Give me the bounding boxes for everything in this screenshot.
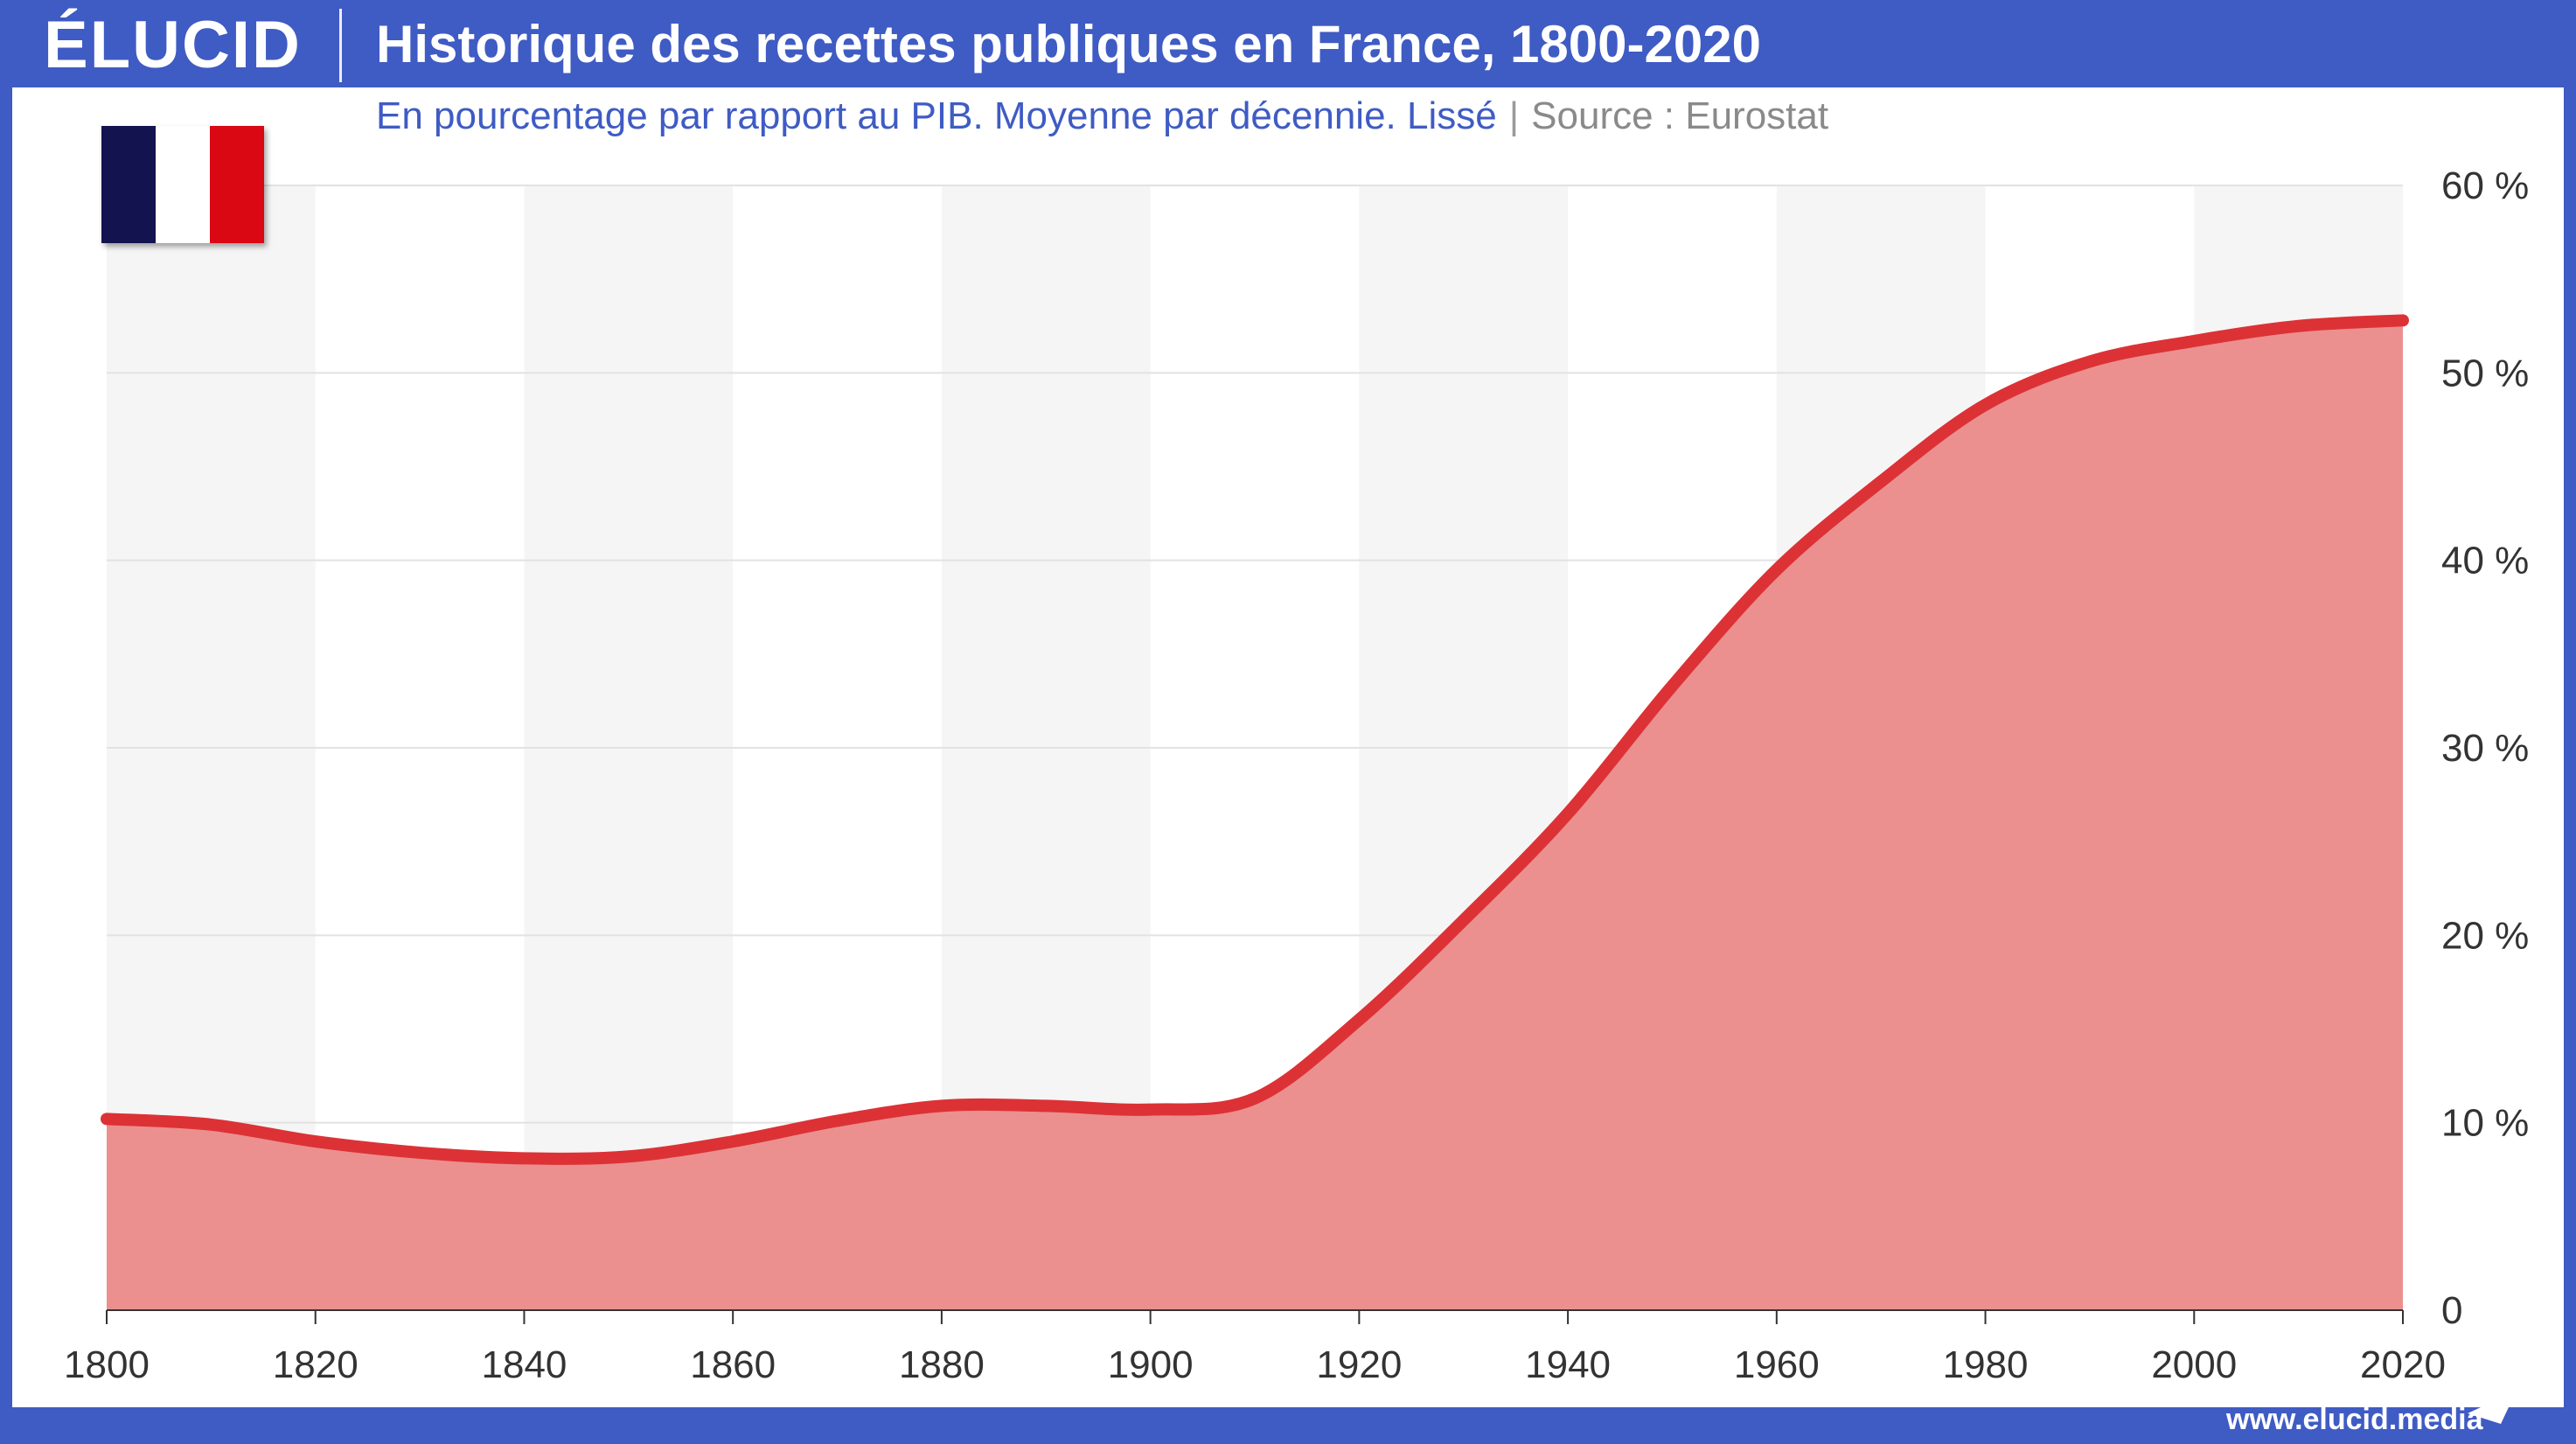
x-tick-label: 1900 [1108,1343,1194,1386]
header-divider [339,9,342,82]
subtitle-text: En pourcentage par rapport au PIB. Moyen… [376,94,1497,137]
x-tick-label: 1920 [1316,1343,1402,1386]
elucid-arrow-icon [2468,1391,2517,1424]
y-tick-label: 10 % [2441,1102,2529,1145]
x-tick-label: 2020 [2360,1343,2446,1386]
flag-stripe-white [156,126,210,243]
x-tick-label: 1800 [64,1343,150,1386]
x-tick-label: 1860 [690,1343,776,1386]
france-flag [101,126,264,243]
y-tick-label: 50 % [2441,352,2529,394]
y-tick-label: 40 % [2441,540,2529,582]
x-tick-label: 2000 [2151,1343,2237,1386]
y-tick-label: 30 % [2441,727,2529,770]
y-axis-labels: 0 10 % 20 % 30 % 40 % 50 % 60 % [2441,164,2529,1332]
series-area-fill [107,320,2403,1310]
y-tick-label: 0 [2441,1289,2462,1332]
footer-url[interactable]: www.elucid.media [2226,1403,2483,1436]
x-axis-labels: 1800 1820 1840 1860 1880 1900 1920 1940 1960 1980… [64,1343,2446,1386]
series-line [101,314,2409,1165]
y-tick-label: 60 % [2441,164,2529,207]
x-tick-label: 1940 [1525,1343,1611,1386]
x-tick-label: 1880 [899,1343,985,1386]
header-bar: ÉLUCID Historique des recettes publiques… [0,0,2576,87]
subtitle-separator: | [1508,94,1520,137]
x-tick-label: 1960 [1734,1343,1820,1386]
x-tick-label: 1980 [1943,1343,2029,1386]
flag-stripe-blue [101,126,156,243]
x-tick-label: 1840 [482,1343,567,1386]
x-axis-ticks [106,1310,2404,1324]
x-tick-label: 1820 [273,1343,359,1386]
y-tick-label: 20 % [2441,914,2529,957]
source-text: Source : Eurostat [1531,94,1829,137]
chart-title: Historique des recettes publiques en Fra… [376,15,1761,73]
flag-stripe-red [210,126,264,243]
elucid-logo[interactable]: ÉLUCID [44,8,302,82]
chart-subtitle: En pourcentage par rapport au PIB. Moyen… [376,94,1828,138]
